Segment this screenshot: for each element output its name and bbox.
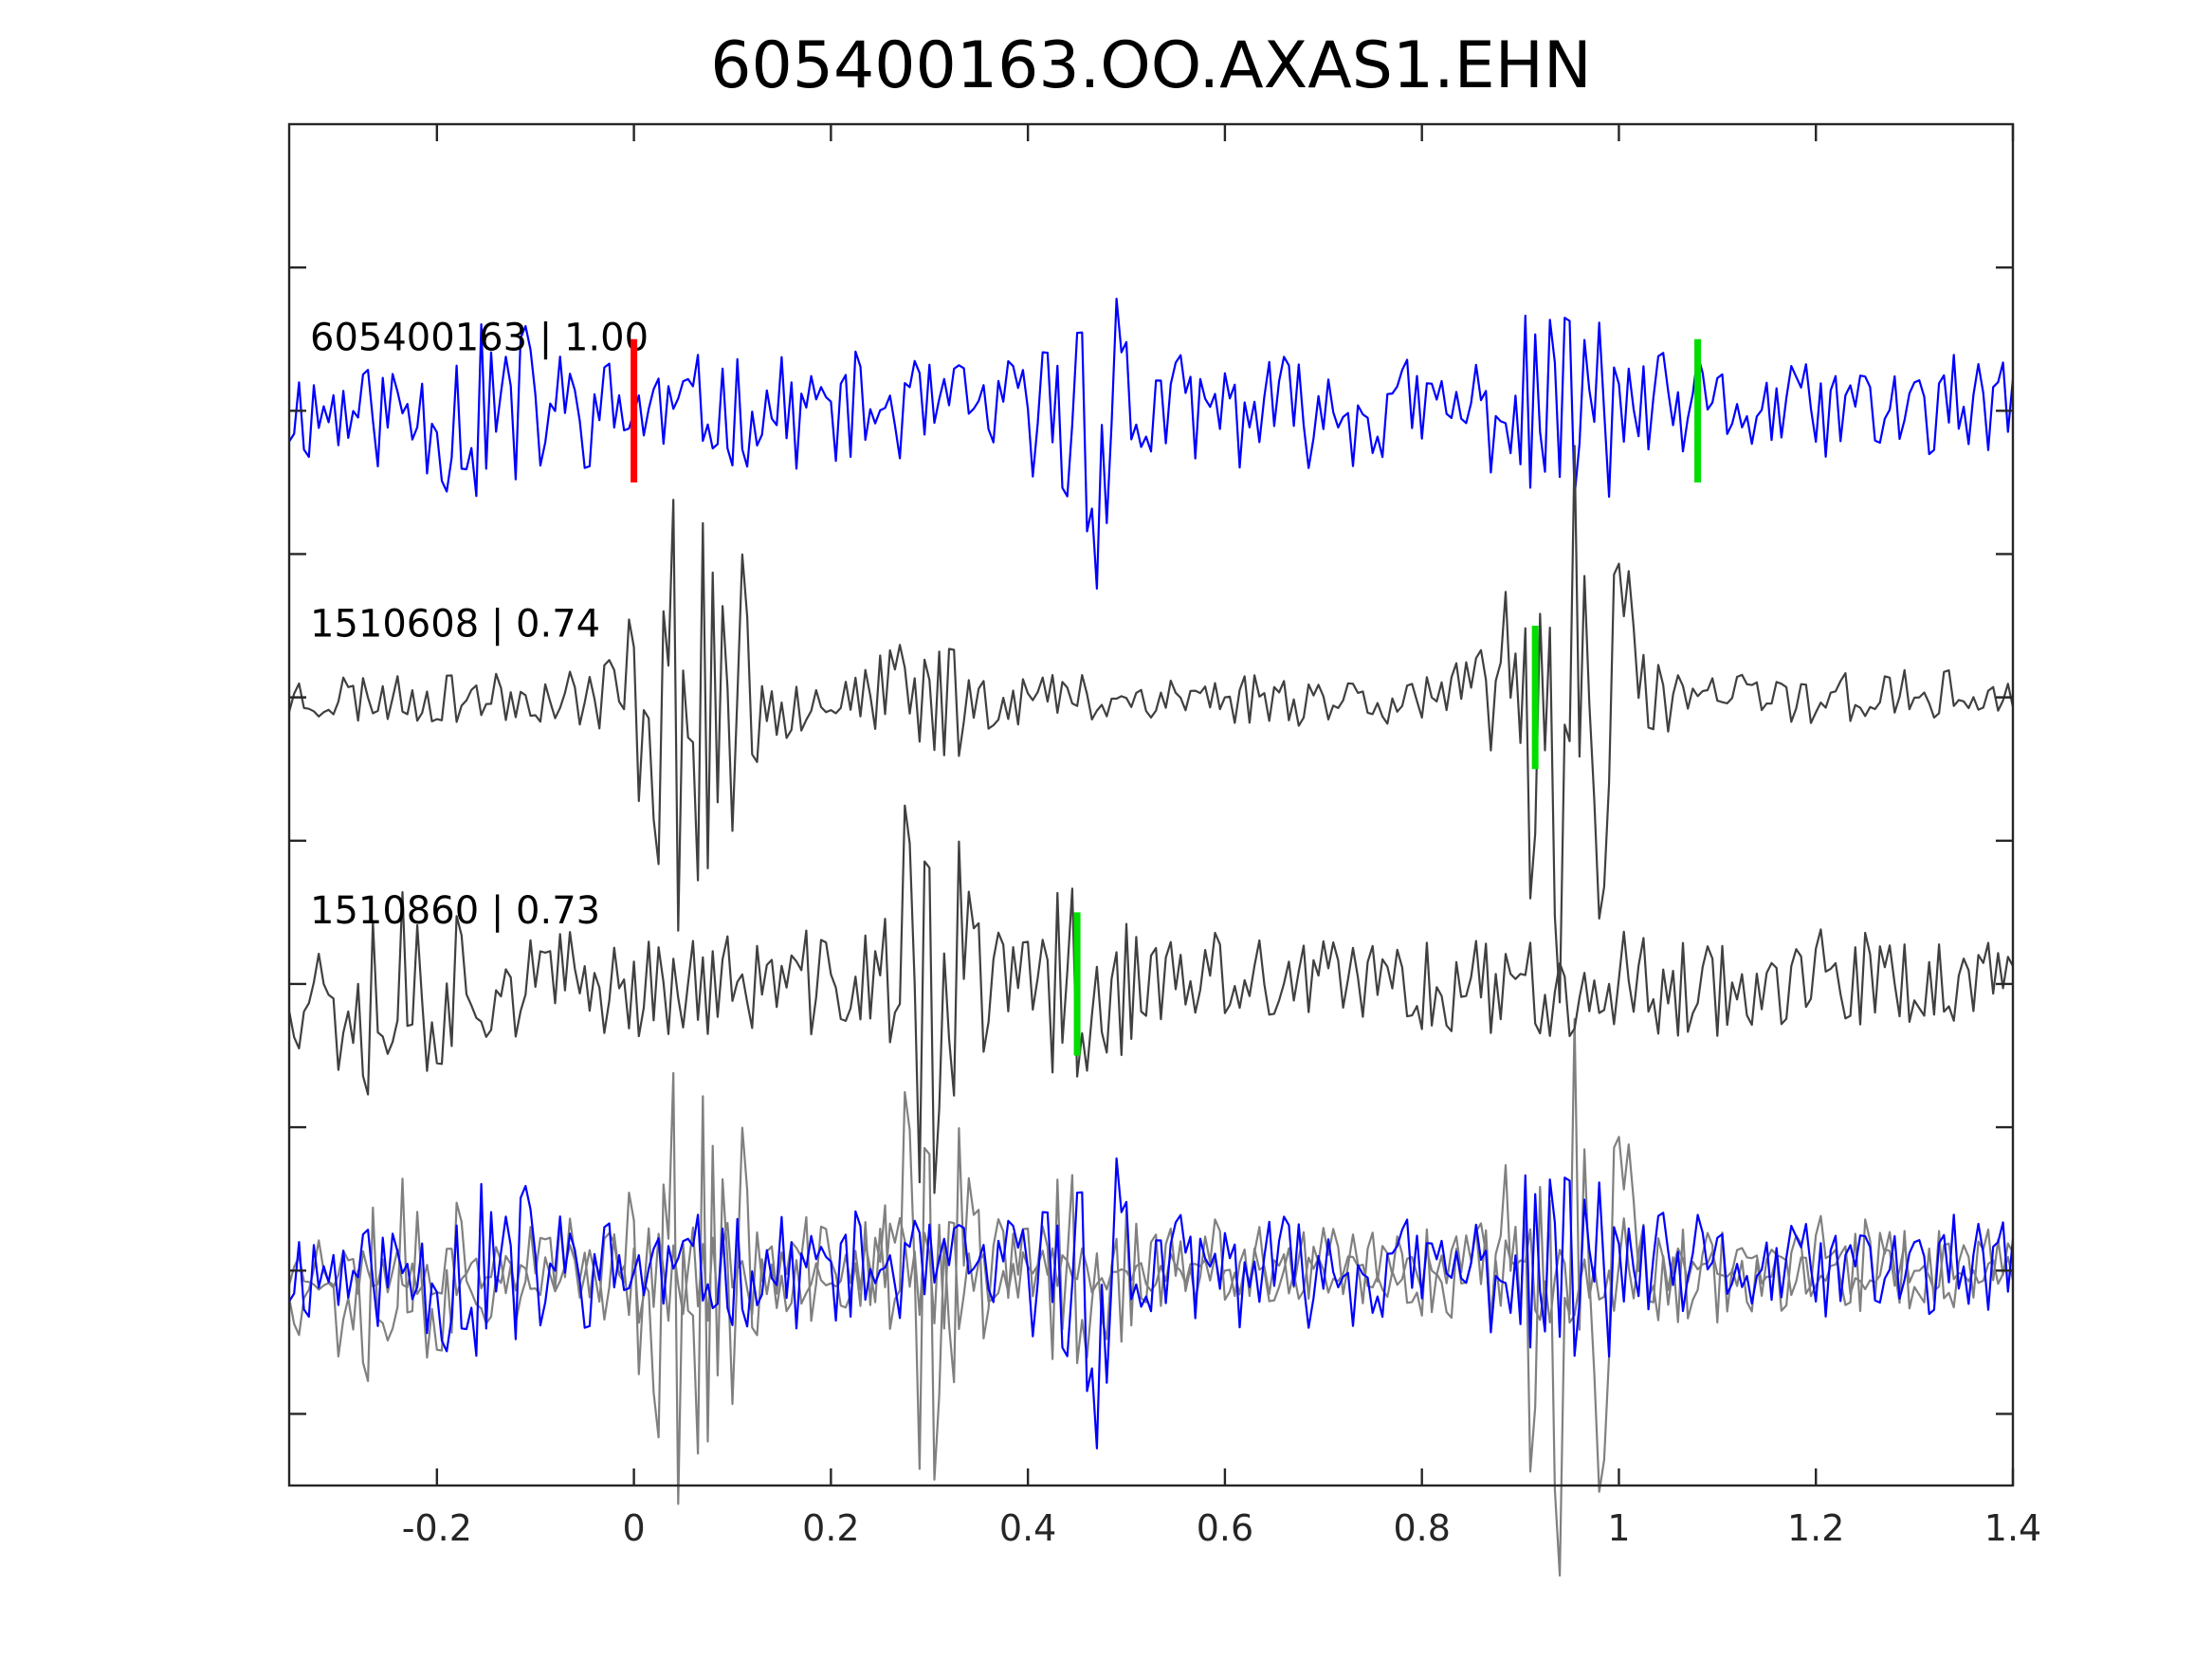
axes-frame <box>287 122 2015 1487</box>
trace-0 <box>288 298 2015 590</box>
x-tick-label: 1 <box>1607 1507 1630 1549</box>
x-tick-label: 1.4 <box>1984 1507 2041 1549</box>
trace-1 <box>287 445 2015 1004</box>
x-tick-label: 0 <box>623 1507 646 1549</box>
x-tick-label: 1.2 <box>1787 1507 1844 1549</box>
trace-label: 1510860 | 0.73 <box>310 889 600 933</box>
x-tick-label: 0.8 <box>1393 1507 1450 1549</box>
trace-2 <box>287 804 2014 1194</box>
x-tick-label: 0.2 <box>802 1507 859 1549</box>
x-tick-label: 0.4 <box>999 1507 1056 1549</box>
overlay-trace-target <box>288 1157 2015 1449</box>
chart-title: 605400163.OO.AXAS1.EHN <box>710 28 1592 103</box>
x-tick-label: -0.2 <box>402 1507 472 1549</box>
trace-label: 605400163 | 1.00 <box>310 316 649 359</box>
trace-label: 1510608 | 0.74 <box>310 603 600 647</box>
axis-ticks: -0.2 0 0.2 0.4 0.6 0.8 1 1.2 1.4 <box>289 124 2041 1549</box>
x-tick-label: 0.6 <box>1197 1507 1253 1549</box>
plot-area: 605400163 | 1.00 1510608 | 0.74 1510860 | … <box>287 298 2015 1577</box>
